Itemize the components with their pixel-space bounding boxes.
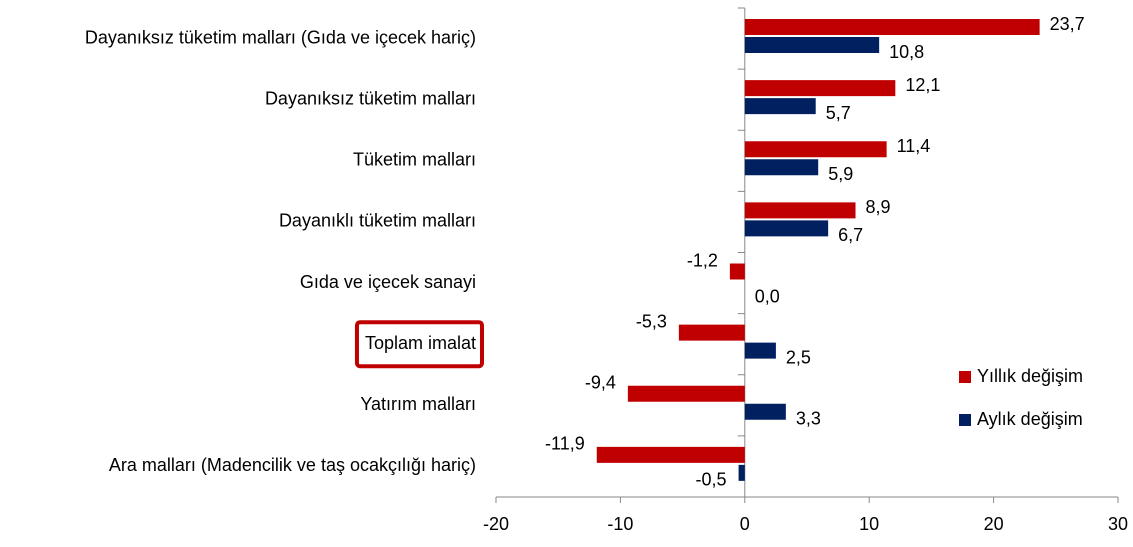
bar — [744, 141, 887, 158]
value-label: 5,9 — [828, 164, 853, 184]
value-label: 8,9 — [866, 197, 891, 217]
legend-label: Yıllık değişim — [977, 366, 1083, 386]
value-label: 10,8 — [889, 42, 924, 62]
bar — [744, 342, 776, 359]
highlight-box — [354, 320, 484, 369]
bar — [744, 98, 816, 115]
value-label: 2,5 — [786, 347, 811, 367]
x-tick-label: 0 — [740, 514, 750, 534]
category-label: Dayanıklı tüketim malları — [279, 211, 476, 231]
bar — [744, 202, 856, 219]
category-label: Tüketim malları — [353, 150, 476, 170]
value-label: 3,3 — [796, 409, 821, 429]
bar — [596, 446, 745, 463]
x-tick-label: -10 — [607, 514, 633, 534]
bar — [627, 385, 745, 402]
value-label: 6,7 — [838, 225, 863, 245]
value-label: -1,2 — [687, 250, 718, 270]
category-label: Gıda ve içecek sanayi — [300, 272, 476, 292]
category-label: Dayanıksız tüketim malları — [265, 88, 476, 108]
bar — [744, 19, 1040, 35]
x-tick-label: 30 — [1108, 514, 1128, 534]
x-tick-label: 10 — [859, 514, 879, 534]
category-label: Ara malları (Madencilik ve taş ocakçılığ… — [109, 455, 476, 475]
bar — [744, 37, 880, 53]
value-label: 0,0 — [755, 286, 780, 306]
value-label: -5,3 — [636, 311, 667, 331]
value-label: 12,1 — [905, 75, 940, 95]
category-label: Toplam imalat — [365, 333, 476, 353]
legend-label: Aylık değişim — [977, 409, 1083, 429]
legend-swatch — [959, 414, 971, 426]
bar — [729, 263, 745, 280]
value-label: -9,4 — [585, 373, 616, 393]
category-label: Yatırım malları — [360, 394, 476, 414]
bar — [744, 80, 896, 97]
bar — [744, 220, 829, 237]
value-label: 11,4 — [897, 136, 931, 156]
value-label: -11,9 — [545, 434, 585, 454]
value-label: -0,5 — [696, 470, 727, 490]
bar — [744, 159, 819, 176]
value-label: 23,7 — [1050, 14, 1085, 34]
x-tick-label: -20 — [483, 514, 509, 534]
x-tick-label: 20 — [984, 514, 1004, 534]
category-label: Dayanıksız tüketim malları (Gıda ve içec… — [85, 27, 476, 47]
bar — [738, 464, 745, 481]
bar — [744, 403, 786, 420]
legend-swatch — [959, 371, 971, 383]
bar — [678, 324, 745, 341]
value-label: 5,7 — [826, 103, 851, 123]
